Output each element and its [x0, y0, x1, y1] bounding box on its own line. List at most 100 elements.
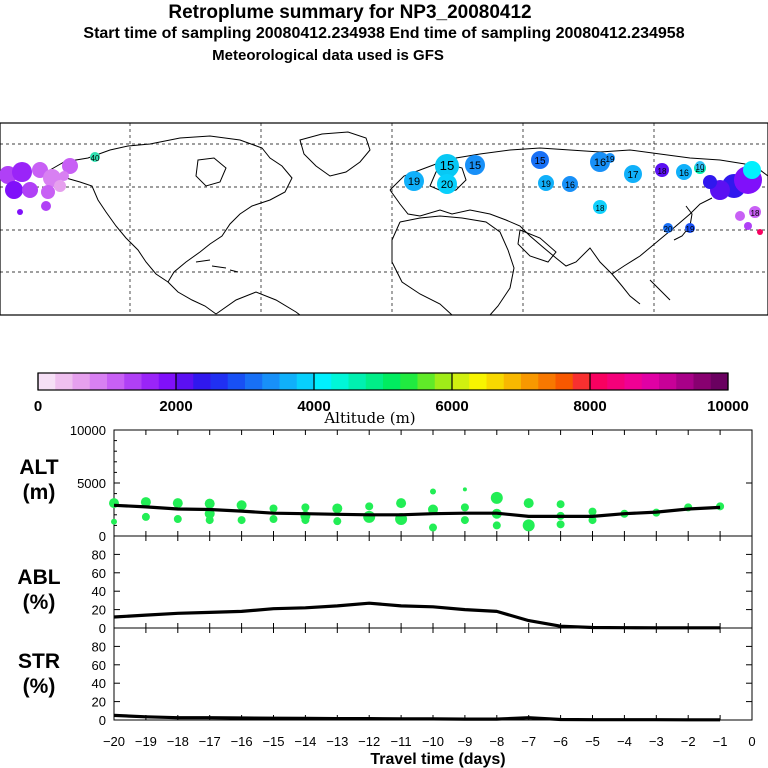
colorbar-tick-label: 6000 — [435, 398, 468, 415]
colorbar-swatch — [55, 373, 73, 390]
colorbar-swatch — [555, 373, 574, 390]
x-tick-label: −12 — [358, 734, 380, 749]
plume-label: 20 — [441, 179, 453, 191]
alt-y-tick-label: 5000 — [77, 476, 106, 491]
alt-label-top: ALT — [19, 456, 59, 479]
abl-label-bottom: (%) — [22, 591, 56, 614]
plume-marker — [676, 164, 692, 180]
x-tick-label: −3 — [649, 734, 664, 749]
x-tick-label: −18 — [167, 734, 189, 749]
africa-coast — [391, 215, 515, 316]
str-label-bottom: (%) — [22, 675, 56, 698]
plume-label: 18 — [751, 209, 760, 218]
altitude-scatter-point — [111, 518, 117, 525]
x-tick-label: −14 — [294, 734, 316, 749]
altitude-scatter-point — [236, 500, 247, 511]
plume-marker — [757, 229, 763, 235]
x-tick-label: −13 — [326, 734, 348, 749]
abl-y-tick-label: 0 — [99, 621, 106, 636]
altitude-scatter-point — [269, 515, 278, 524]
plume-marker — [605, 153, 615, 163]
colorbar-swatch — [572, 373, 591, 390]
plume-label: 19 — [408, 176, 420, 188]
abl-y-tick-label: 80 — [92, 547, 106, 562]
altitude-scatter-point — [556, 500, 565, 509]
altitude-scatter-point — [172, 498, 183, 509]
southeast-asia-coast — [611, 273, 671, 305]
altitude-scatter-point — [301, 503, 310, 512]
altitude-scatter-point — [396, 498, 407, 509]
alt-y-tick-label: 10000 — [70, 423, 106, 438]
arabian-peninsula — [517, 229, 557, 263]
altitude-scatter-point — [237, 516, 246, 525]
altitude-scatter-point — [462, 487, 467, 492]
plume-marker — [562, 176, 578, 192]
plume-label: 15 — [469, 160, 481, 172]
abl-series-line — [113, 601, 721, 630]
hudson-bay — [195, 157, 227, 187]
x-tick-label: −11 — [391, 734, 412, 749]
plume-marker — [703, 175, 717, 189]
colorbar-swatch — [641, 373, 660, 390]
x-tick-label: −2 — [681, 734, 696, 749]
colorbar-swatch — [624, 373, 643, 390]
colorbar-swatch — [279, 373, 298, 390]
plume-label: 18 — [658, 167, 667, 176]
str-series-line — [113, 713, 721, 722]
colorbar-tick-label: 4000 — [297, 398, 330, 415]
colorbar-swatch — [296, 373, 315, 390]
altitude-scatter-point — [490, 491, 503, 504]
colorbar-swatch — [193, 373, 211, 390]
alt-label-bottom: (m) — [22, 481, 56, 504]
x-tick-label: −4 — [617, 734, 632, 749]
alt-y-tick-label: 0 — [99, 529, 106, 544]
colorbar-swatch — [434, 373, 453, 390]
plume-marker — [22, 182, 38, 198]
colorbar-swatch — [89, 373, 108, 390]
colorbar-swatch — [227, 373, 246, 390]
colorbar-swatch — [141, 373, 160, 390]
plume-label: 19 — [686, 225, 695, 234]
x-tick-label: −10 — [422, 734, 444, 749]
meteorology-subtitle: Meteorological data used is GFS — [212, 47, 444, 64]
colorbar-tick-label: 8000 — [573, 398, 606, 415]
plume-marker — [465, 155, 485, 175]
abl-y-tick-label: 40 — [92, 584, 106, 599]
altitude-scatter-point — [333, 517, 342, 526]
abl-panel-frame — [113, 535, 753, 629]
x-tick-label: −17 — [199, 734, 221, 749]
str-y-tick-label: 60 — [92, 658, 106, 673]
colorbar-swatch — [659, 373, 677, 390]
world-map: 40151515161719201916181816202019181019 — [0, 122, 768, 316]
colorbar-swatch — [710, 373, 729, 390]
colorbar-swatch — [176, 373, 194, 390]
plume-marker — [685, 223, 695, 233]
plume-marker — [59, 171, 69, 181]
altitude-scatter-point — [588, 507, 597, 516]
altitude-scatter-point — [173, 515, 182, 524]
plume-marker — [435, 154, 459, 178]
map-frame — [0, 122, 768, 316]
colorbar-swatch — [245, 373, 263, 390]
altitude-scatter-point — [428, 504, 438, 515]
altitude-scatter-point — [556, 520, 565, 529]
plume-label: 17 — [628, 170, 639, 181]
plume-marker — [90, 152, 100, 162]
x-tick-label: −5 — [585, 734, 600, 749]
plume-marker — [663, 223, 673, 233]
colorbar-swatch — [314, 373, 332, 390]
x-tick-label: 0 — [748, 734, 755, 749]
colorbar-swatch — [590, 373, 608, 390]
colorbar-swatch — [452, 373, 470, 390]
plume-label: 15 — [535, 156, 546, 167]
eurasia-coast — [389, 147, 768, 275]
plume-marker — [12, 162, 32, 182]
colorbar-swatch — [486, 373, 505, 390]
colorbar-swatch — [417, 373, 436, 390]
x-tick-label: −7 — [521, 734, 536, 749]
altitude-scatter-point — [269, 504, 278, 513]
plume-marker — [624, 165, 642, 183]
altitude-scatter-point — [460, 516, 469, 525]
alt-series-line — [113, 503, 721, 519]
colorbar-tick-label: 2000 — [159, 398, 192, 415]
